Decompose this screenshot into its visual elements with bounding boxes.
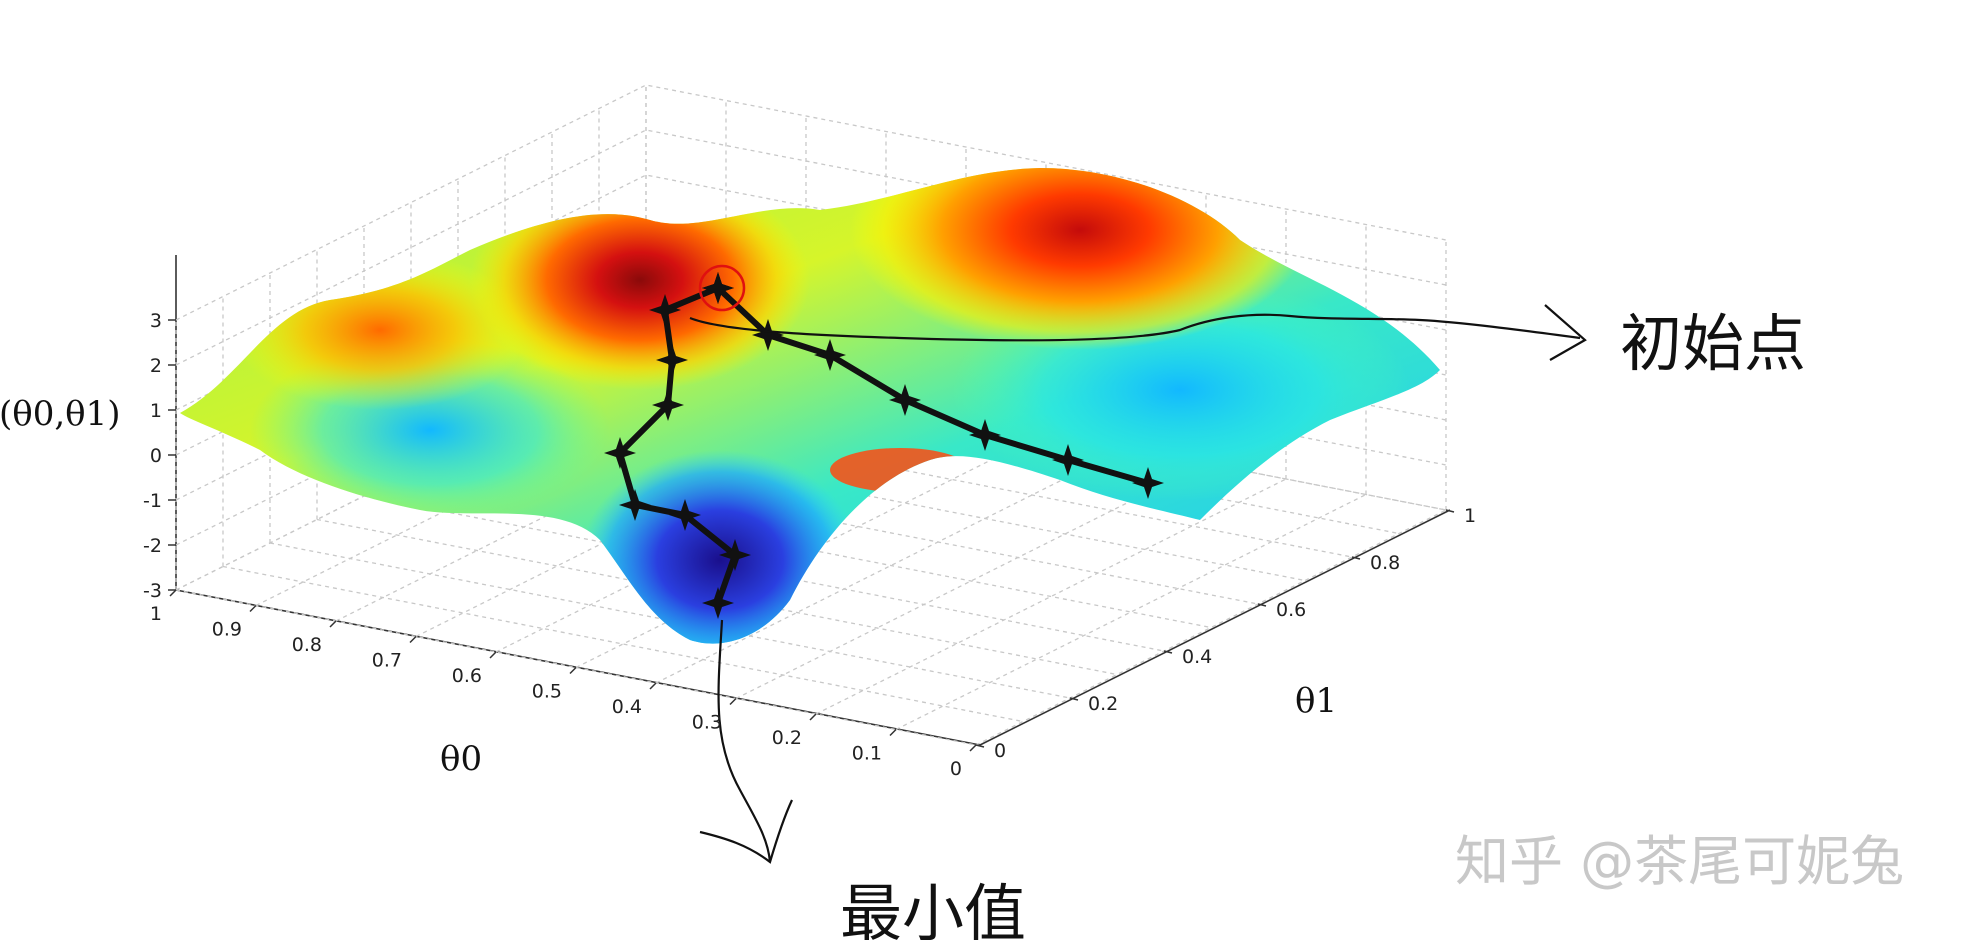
y-tick-mark	[1351, 556, 1361, 560]
z-tick-label: -3	[143, 580, 162, 602]
x-tick-label: 0.6	[452, 665, 482, 687]
z-tick-label: 2	[150, 355, 162, 377]
path-star-marker	[814, 339, 846, 371]
y-axis-label: θ1	[1295, 681, 1337, 721]
z-tick-label: -1	[143, 490, 162, 512]
x-axis-label: θ0	[440, 739, 482, 779]
path-star-marker	[702, 272, 734, 304]
start-point-circle	[698, 264, 746, 312]
z-axis-label: (θ0,θ1)	[0, 394, 121, 434]
y-tick-label: 1	[1464, 505, 1476, 527]
x-tick-mark	[169, 589, 177, 597]
path-star-marker	[1052, 444, 1084, 476]
path-star-marker	[719, 539, 751, 571]
x-tick-label: 0.2	[772, 727, 802, 749]
x-tick-label: 0.1	[852, 743, 882, 765]
path-star-marker	[649, 294, 681, 326]
path-star-marker	[604, 437, 636, 469]
start-point-arrow	[689, 313, 1581, 342]
axis-ticks: 3210-1-2-310.90.80.70.60.50.40.30.20.100…	[143, 310, 1476, 780]
x-tick-label: 0.8	[292, 634, 322, 656]
x-tick-label: 0.9	[212, 619, 242, 641]
descent-paths	[604, 264, 1164, 619]
path-star-marker	[669, 499, 701, 531]
start-point-label: 初始点	[1620, 307, 1806, 380]
z-tick-label: 1	[150, 400, 162, 422]
y-tick-label: 0.8	[1370, 552, 1400, 574]
x-tick-label: 0.5	[532, 681, 562, 703]
x-tick-mark	[969, 744, 977, 752]
x-tick-mark	[649, 682, 657, 690]
y-tick-mark	[1163, 650, 1173, 654]
y-tick-mark	[975, 744, 985, 748]
start-point-arrowhead	[1544, 304, 1587, 361]
z-tick-label: 3	[150, 310, 162, 332]
x-tick-mark	[569, 666, 577, 675]
y-tick-label: 0.6	[1276, 599, 1306, 621]
surface-mesh	[180, 168, 1440, 644]
x-tick-mark	[809, 713, 817, 721]
y-tick-label: 0.4	[1182, 646, 1212, 668]
x-tick-mark	[409, 635, 417, 644]
minimum-arrow	[717, 619, 772, 863]
path-star-marker	[1132, 467, 1164, 499]
y-tick-mark	[1445, 509, 1455, 513]
y-tick-label: 0	[994, 740, 1006, 762]
x-tick-mark	[329, 620, 337, 628]
z-tick-label: 0	[150, 445, 162, 467]
watermark: 知乎 @茶尾可妮兔	[1455, 830, 1904, 893]
grid-line	[975, 509, 1447, 746]
x-tick-label: 0	[950, 758, 962, 780]
x-tick-mark	[489, 651, 497, 659]
path-star-marker	[889, 384, 921, 416]
y-tick-label: 0.2	[1088, 693, 1118, 715]
path-star-marker	[752, 319, 784, 351]
x-tick-mark	[729, 697, 737, 706]
path-star-marker	[702, 587, 734, 619]
path-star-marker	[619, 489, 651, 521]
path-star-marker	[652, 389, 684, 421]
x-tick-label: 0.3	[692, 712, 722, 734]
path-star-marker	[969, 419, 1001, 451]
x-tick-label: 0.4	[612, 696, 642, 718]
minimum-label: 最小值	[840, 877, 1026, 940]
y-tick-mark	[1257, 603, 1267, 607]
minimum-arrowhead	[699, 799, 793, 864]
x-tick-mark	[249, 604, 257, 613]
x-tick-label: 0.7	[372, 650, 402, 672]
x-tick-mark	[889, 728, 897, 737]
x-tick-label: 1	[150, 603, 162, 625]
y-tick-mark	[1069, 697, 1079, 701]
path-star-marker	[656, 344, 688, 376]
z-tick-label: -2	[143, 535, 162, 557]
